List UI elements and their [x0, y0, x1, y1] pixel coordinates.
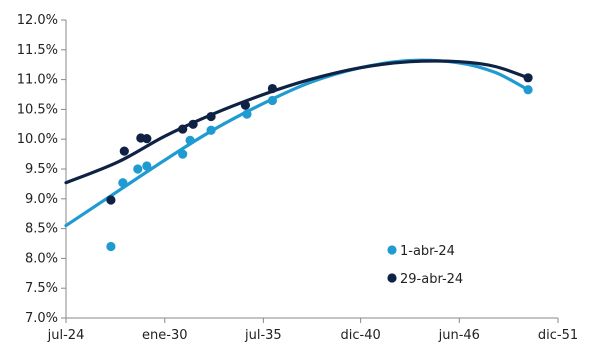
data-point-series-1: [142, 161, 152, 171]
y-tick-label: 11.0%: [17, 73, 58, 88]
x-tick-label: ene-30: [142, 328, 187, 343]
data-point-series-2: [188, 119, 198, 129]
legend-marker-series-2: [387, 273, 397, 283]
y-tick-label: 11.5%: [17, 43, 58, 58]
legend-marker-series-1: [387, 245, 397, 255]
y-tick-label: 7.0%: [25, 311, 58, 326]
data-point-series-2: [119, 146, 129, 156]
y-tick-label: 7.5%: [25, 281, 58, 296]
data-point-series-1: [185, 135, 195, 145]
data-point-series-1: [118, 178, 128, 188]
data-point-series-1: [106, 241, 116, 252]
x-tick-label: jul-35: [244, 328, 282, 343]
x-axis: jul-24 ene-30 jul-35 dic-40 jun-46 dic-51: [47, 317, 578, 343]
trend-lines: [64, 58, 530, 228]
legend-label-series-1: 1-abr-24: [400, 244, 455, 259]
x-tick-label: dic-40: [341, 328, 381, 343]
legend: 1-abr-24 29-abr-24: [387, 244, 463, 287]
trend-line-series-1: [64, 58, 530, 228]
x-tick-label: dic-51: [538, 328, 578, 343]
y-tick-label: 8.0%: [25, 251, 58, 266]
data-point-series-2: [523, 73, 533, 83]
y-tick-label: 10.0%: [17, 132, 58, 147]
data-point-series-1: [178, 149, 188, 159]
data-point-series-1: [267, 95, 278, 106]
data-point-series-2: [267, 83, 278, 94]
data-point-series-1: [206, 125, 216, 135]
y-tick-label: 8.5%: [25, 222, 58, 237]
y-axis: 7.0% 7.5% 8.0% 8.5% 9.0% 9.5% 10.0% 10.5% 11.0% 1…: [17, 13, 67, 326]
y-tick-label: 9.5%: [25, 162, 58, 177]
data-point-series-2: [240, 100, 251, 110]
data-point-series-1: [242, 109, 252, 119]
legend-label-series-2: 29-abr-24: [400, 272, 463, 287]
x-tick-label: jun-46: [438, 328, 480, 343]
data-point-series-2: [106, 195, 116, 205]
y-tick-label: 12.0%: [17, 13, 58, 28]
trend-line-series-2: [64, 59, 530, 185]
y-tick-label: 9.0%: [25, 192, 58, 207]
data-point-series-2: [178, 124, 188, 134]
data-point-series-1: [523, 85, 533, 95]
x-tick-label: jul-24: [47, 328, 85, 343]
data-point-series-2: [142, 134, 152, 144]
y-tick-label: 10.5%: [17, 102, 58, 117]
data-point-series-1: [133, 164, 143, 174]
data-points: [106, 73, 533, 252]
data-point-series-2: [206, 111, 216, 122]
